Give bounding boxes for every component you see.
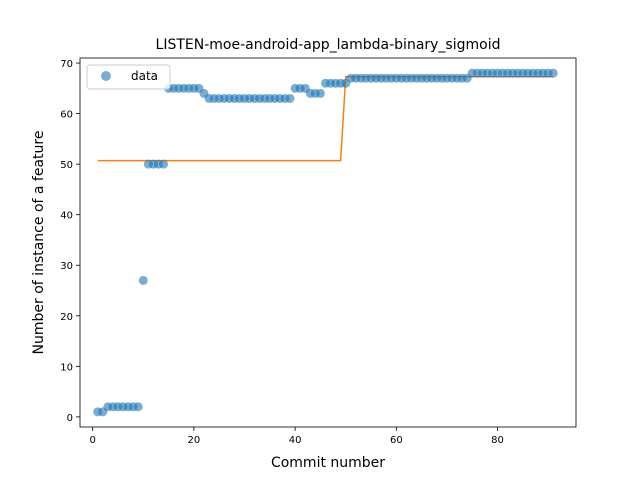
legend-label: data	[131, 69, 158, 83]
y-tick-label: 10	[60, 362, 73, 373]
data-point	[133, 402, 143, 412]
plot-frame	[79, 57, 577, 428]
x-tick-label: 80	[491, 435, 504, 446]
data-point	[285, 93, 295, 103]
y-tick-label: 50	[60, 160, 73, 171]
y-tick-label: 30	[60, 261, 73, 272]
data-point	[548, 68, 558, 78]
x-tick-label: 20	[188, 435, 201, 446]
x-axis-label: Commit number	[271, 455, 385, 471]
y-tick-label: 0	[67, 413, 73, 424]
x-tick-label: 40	[289, 435, 302, 446]
x-axis: 0 20 40 60 80	[89, 427, 504, 446]
y-tick-label: 60	[60, 110, 73, 121]
data-point	[138, 275, 148, 285]
y-tick-label: 20	[60, 312, 73, 323]
chart-title: LISTEN-moe-android-app_lambda-binary_sig…	[156, 37, 501, 53]
legend-box	[86, 64, 171, 90]
x-tick-label: 60	[390, 435, 403, 446]
legend: data	[86, 64, 171, 90]
plot-layer	[93, 68, 558, 417]
legend-marker	[101, 71, 111, 81]
data-point	[159, 159, 169, 169]
y-axis: 0 10 20 30 40 50 60 70	[60, 59, 80, 424]
y-tick-label: 40	[60, 211, 73, 222]
data-point	[315, 88, 325, 98]
y-axis-label: Number of instance of a feature	[31, 131, 47, 355]
x-tick-label: 0	[89, 435, 95, 446]
y-tick-label: 70	[60, 59, 73, 70]
